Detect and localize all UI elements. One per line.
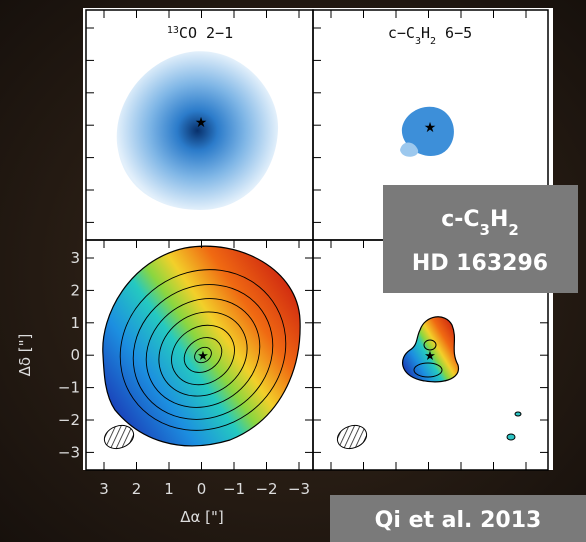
title-text: 6−5 bbox=[436, 24, 472, 42]
svg-text:★: ★ bbox=[197, 349, 209, 364]
x-tick-label: 1 bbox=[164, 480, 174, 498]
y-tick-label: 1 bbox=[70, 314, 80, 332]
x-axis-label: Δα ["] bbox=[180, 508, 224, 526]
badge-sub: 2 bbox=[508, 221, 518, 239]
y-tick-label: 3 bbox=[70, 249, 80, 267]
badge-text: H bbox=[490, 207, 508, 232]
x-tick-label: 2 bbox=[132, 480, 142, 498]
overlay-box bbox=[383, 185, 578, 293]
badge-text: c-C bbox=[441, 207, 479, 232]
y-tick-label: −2 bbox=[58, 411, 80, 429]
title-text: CO 2−1 bbox=[179, 24, 233, 42]
y-axis-label: Δδ ["] bbox=[16, 334, 34, 377]
overlay-line2: HD 163296 bbox=[412, 251, 548, 276]
badge-sub: 3 bbox=[480, 221, 490, 239]
y-tick-label: −1 bbox=[58, 379, 80, 397]
credit: Qi et al. 2013 bbox=[375, 508, 542, 533]
y-tick-label: 2 bbox=[70, 281, 80, 299]
x-tick-label: 0 bbox=[197, 480, 207, 498]
page: {"panels": [ {"title": {"sup": "13", "te… bbox=[0, 0, 586, 542]
x-tick-label: −1 bbox=[223, 480, 245, 498]
svg-text:★: ★ bbox=[424, 120, 437, 136]
slide: ★ ★ ★ ★ 13CO 2−1 bbox=[0, 0, 586, 542]
x-tick-label: −3 bbox=[288, 480, 310, 498]
title-text: H bbox=[421, 24, 430, 42]
y-tick-label: −3 bbox=[58, 443, 80, 461]
title-sup: 13 bbox=[167, 25, 179, 36]
svg-text:★: ★ bbox=[195, 115, 208, 131]
x-tick-label: 3 bbox=[99, 480, 109, 498]
y-tick-label: 0 bbox=[70, 346, 80, 364]
svg-text:★: ★ bbox=[424, 349, 436, 364]
title-text: c−C bbox=[388, 24, 415, 42]
x-tick-label: −2 bbox=[255, 480, 277, 498]
